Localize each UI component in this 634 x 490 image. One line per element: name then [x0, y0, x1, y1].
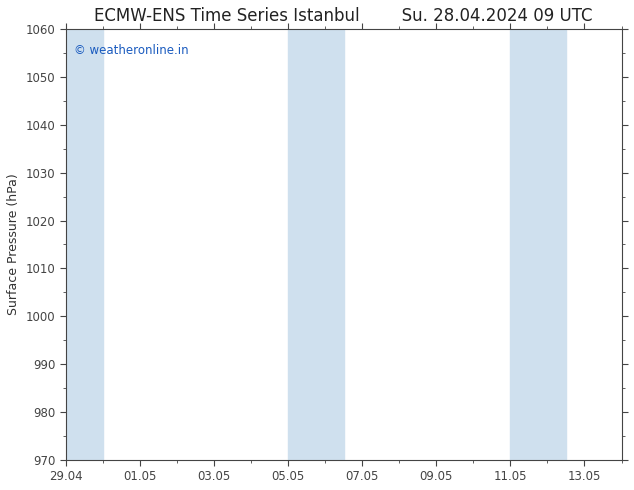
Text: © weatheronline.in: © weatheronline.in — [74, 44, 189, 57]
Y-axis label: Surface Pressure (hPa): Surface Pressure (hPa) — [7, 173, 20, 316]
Bar — [510, 29, 566, 460]
Bar — [288, 29, 344, 460]
Title: ECMW-ENS Time Series Istanbul        Su. 28.04.2024 09 UTC: ECMW-ENS Time Series Istanbul Su. 28.04.… — [94, 7, 593, 25]
Bar — [66, 29, 103, 460]
